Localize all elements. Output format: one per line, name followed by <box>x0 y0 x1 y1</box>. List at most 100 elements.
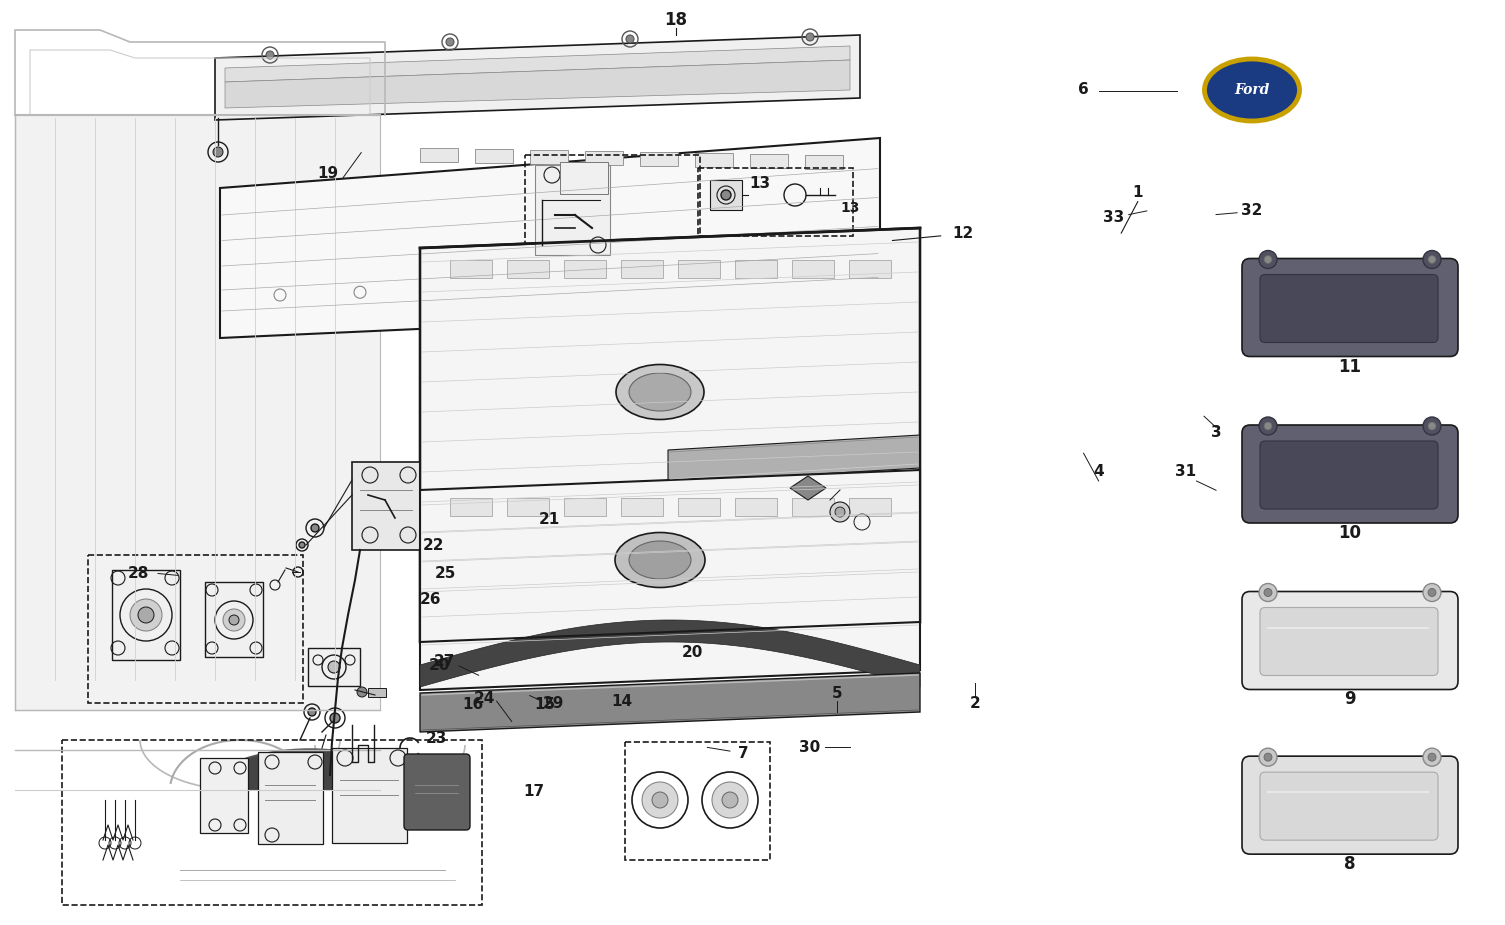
Bar <box>849 260 891 278</box>
Polygon shape <box>15 115 379 710</box>
Text: 32: 32 <box>1242 204 1263 218</box>
Bar <box>525 155 700 260</box>
Text: 10: 10 <box>1338 524 1362 542</box>
Bar <box>646 590 688 608</box>
Text: 5: 5 <box>831 686 843 701</box>
Circle shape <box>138 607 154 623</box>
Bar <box>677 498 719 516</box>
Text: 14: 14 <box>611 694 632 709</box>
Text: 26: 26 <box>420 592 441 607</box>
Bar <box>111 570 181 660</box>
FancyBboxPatch shape <box>1242 425 1458 523</box>
Bar <box>564 260 607 278</box>
Circle shape <box>1260 584 1278 601</box>
Text: 25: 25 <box>435 566 456 581</box>
Polygon shape <box>790 476 826 500</box>
Text: 15: 15 <box>534 697 555 712</box>
Circle shape <box>1260 417 1278 435</box>
FancyBboxPatch shape <box>1260 275 1437 342</box>
Circle shape <box>445 38 455 46</box>
Text: 16: 16 <box>462 697 483 712</box>
FancyBboxPatch shape <box>1260 441 1437 509</box>
Circle shape <box>652 792 668 808</box>
Bar <box>749 154 789 168</box>
Text: 9: 9 <box>1344 690 1356 709</box>
Bar <box>771 590 813 608</box>
FancyBboxPatch shape <box>403 754 470 830</box>
Circle shape <box>643 782 677 818</box>
Circle shape <box>129 599 163 631</box>
Bar <box>792 498 834 516</box>
Circle shape <box>1260 748 1278 766</box>
FancyBboxPatch shape <box>1260 608 1437 675</box>
Text: 29: 29 <box>543 696 564 710</box>
Text: Ford: Ford <box>1234 83 1270 97</box>
Ellipse shape <box>629 373 691 411</box>
Ellipse shape <box>1204 59 1299 121</box>
Text: 12: 12 <box>953 226 974 240</box>
Circle shape <box>721 190 731 200</box>
Bar <box>333 748 406 843</box>
Bar <box>584 590 626 608</box>
Bar <box>309 648 360 686</box>
Text: 33: 33 <box>1103 210 1124 225</box>
Text: 28: 28 <box>128 566 149 581</box>
Ellipse shape <box>616 364 704 420</box>
Bar <box>677 260 719 278</box>
Circle shape <box>835 507 844 517</box>
Bar <box>622 498 664 516</box>
Circle shape <box>229 615 239 625</box>
Text: 3: 3 <box>1210 426 1222 440</box>
Polygon shape <box>420 470 920 690</box>
Circle shape <box>1264 753 1272 761</box>
Circle shape <box>712 782 748 818</box>
Circle shape <box>1424 417 1440 435</box>
Circle shape <box>357 687 367 697</box>
Text: 6: 6 <box>1078 82 1090 97</box>
Bar <box>87 555 303 703</box>
Bar <box>849 498 891 516</box>
Circle shape <box>1264 422 1272 430</box>
Text: 4: 4 <box>1093 464 1105 479</box>
Circle shape <box>1424 251 1440 268</box>
Bar <box>62 740 482 905</box>
Bar <box>805 155 843 169</box>
Text: 19: 19 <box>318 166 339 181</box>
Polygon shape <box>226 60 850 108</box>
Bar <box>257 752 324 844</box>
Circle shape <box>1260 251 1278 268</box>
Circle shape <box>829 502 850 522</box>
Text: 20: 20 <box>429 659 450 673</box>
Text: 7: 7 <box>737 746 749 761</box>
Circle shape <box>266 51 274 59</box>
Text: 24: 24 <box>474 691 495 706</box>
Circle shape <box>1428 588 1436 597</box>
Polygon shape <box>420 228 920 642</box>
Bar <box>200 758 248 833</box>
Bar <box>522 590 564 608</box>
Bar <box>734 498 777 516</box>
Polygon shape <box>420 620 920 687</box>
Bar <box>507 260 549 278</box>
Circle shape <box>330 713 340 723</box>
Circle shape <box>309 708 316 716</box>
Bar <box>695 153 733 167</box>
Circle shape <box>1264 255 1272 264</box>
Bar <box>461 590 503 608</box>
Bar <box>585 151 623 165</box>
Polygon shape <box>668 435 920 483</box>
Ellipse shape <box>591 251 649 279</box>
Text: 20: 20 <box>682 645 703 660</box>
Polygon shape <box>420 673 920 732</box>
FancyBboxPatch shape <box>1242 258 1458 356</box>
Bar <box>707 590 749 608</box>
Circle shape <box>214 147 223 157</box>
Circle shape <box>626 35 634 43</box>
Bar <box>530 150 567 164</box>
Bar <box>507 498 549 516</box>
Bar <box>564 498 607 516</box>
Polygon shape <box>226 46 850 82</box>
Text: 11: 11 <box>1338 357 1362 376</box>
Text: 18: 18 <box>664 11 688 30</box>
Text: 1: 1 <box>1133 185 1142 200</box>
